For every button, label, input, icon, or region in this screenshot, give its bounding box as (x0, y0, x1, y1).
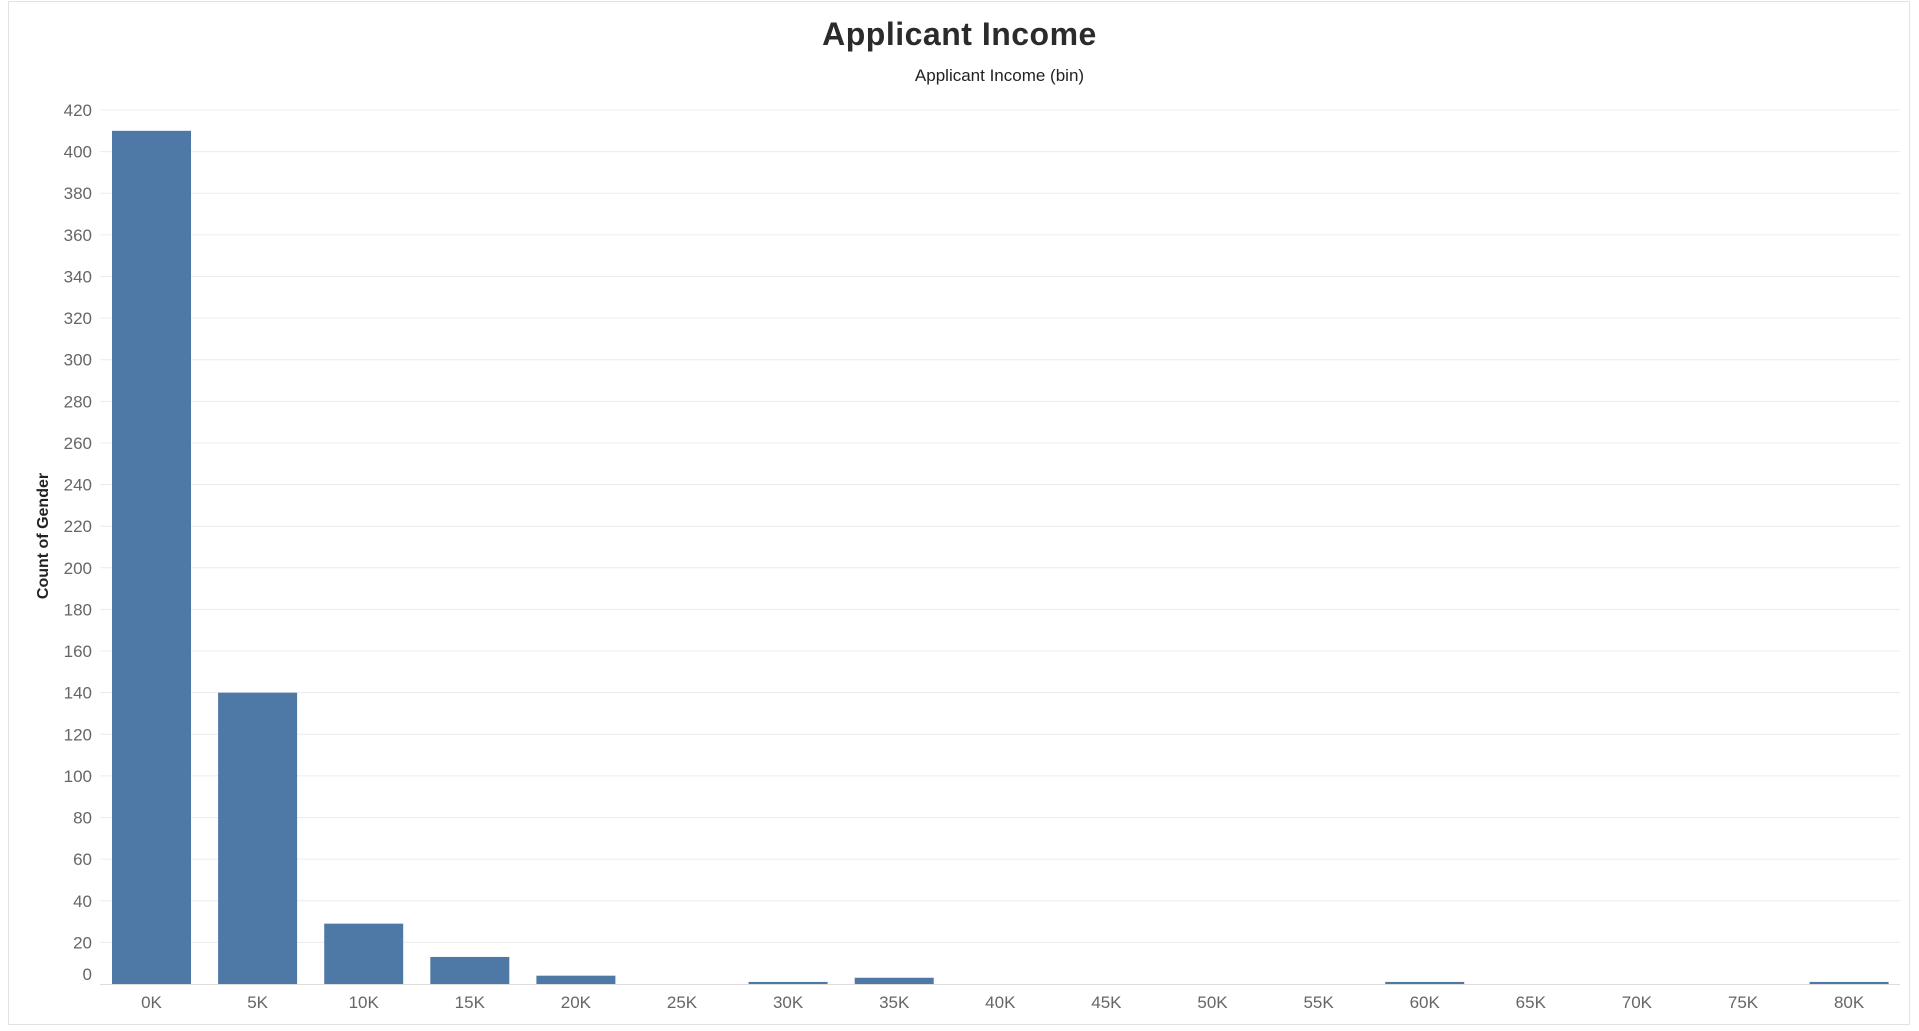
y-tick-label: 300 (64, 351, 92, 370)
y-tick-label: 0 (83, 965, 92, 984)
x-tick-label: 70K (1622, 993, 1653, 1012)
y-axis-ticks: 0 20 40 60 80 100 120 140 160 180 200 220 240 260 280 3… (64, 101, 92, 984)
y-tick-label: 240 (64, 476, 92, 495)
bar (748, 981, 828, 984)
x-tick-label: 40K (985, 993, 1016, 1012)
y-tick-label: 160 (64, 642, 92, 661)
bar (854, 977, 934, 984)
y-tick-label: 20 (73, 933, 92, 952)
chart-subtitle: Applicant Income (bin) (0, 66, 1919, 86)
y-tick-label: 400 (64, 143, 92, 162)
y-tick-label: 80 (73, 809, 92, 828)
x-tick-label: 45K (1091, 993, 1122, 1012)
y-tick-label: 420 (64, 101, 92, 120)
y-tick-label: 320 (64, 309, 92, 328)
bar (1809, 981, 1889, 984)
x-tick-label: 10K (349, 993, 380, 1012)
y-tick-label: 340 (64, 267, 92, 286)
bars (112, 130, 1889, 985)
y-tick-label: 380 (64, 184, 92, 203)
bar (1385, 981, 1465, 984)
x-tick-label: 50K (1197, 993, 1228, 1012)
x-tick-label: 0K (141, 993, 162, 1012)
y-tick-label: 220 (64, 517, 92, 536)
y-tick-label: 260 (64, 434, 92, 453)
x-tick-label: 55K (1303, 993, 1334, 1012)
bar (112, 130, 191, 985)
x-tick-label: 25K (667, 993, 698, 1012)
y-tick-label: 280 (64, 392, 92, 411)
bar (430, 956, 510, 984)
y-tick-label: 60 (73, 850, 92, 869)
y-tick-label: 40 (73, 892, 92, 911)
chart-title: Applicant Income (822, 16, 1097, 52)
x-tick-label: 35K (879, 993, 910, 1012)
x-tick-label: 80K (1834, 993, 1865, 1012)
y-tick-label: 100 (64, 767, 92, 786)
x-tick-label: 60K (1410, 993, 1441, 1012)
bar (536, 975, 616, 984)
bar (218, 692, 298, 984)
x-tick-label: 75K (1728, 993, 1759, 1012)
y-tick-label: 200 (64, 559, 92, 578)
x-tick-label: 30K (773, 993, 804, 1012)
bar (324, 923, 404, 984)
y-tick-label: 120 (64, 725, 92, 744)
gridlines (100, 109, 1900, 985)
chart-subtitle-text: Applicant Income (bin) (914, 66, 1085, 85)
x-tick-label: 15K (455, 993, 486, 1012)
chart-frame (8, 1, 1910, 1025)
x-tick-label: 5K (247, 993, 268, 1012)
y-tick-label: 140 (64, 684, 92, 703)
y-tick-label: 180 (64, 600, 92, 619)
x-tick-label: 20K (561, 993, 592, 1012)
x-tick-label: 65K (1516, 993, 1547, 1012)
x-axis-ticks: 0K 5K 10K 15K 20K 25K 30K 35K 40K 45K 50K 55K 60K 65K… (141, 993, 1865, 1012)
y-tick-label: 360 (64, 226, 92, 245)
